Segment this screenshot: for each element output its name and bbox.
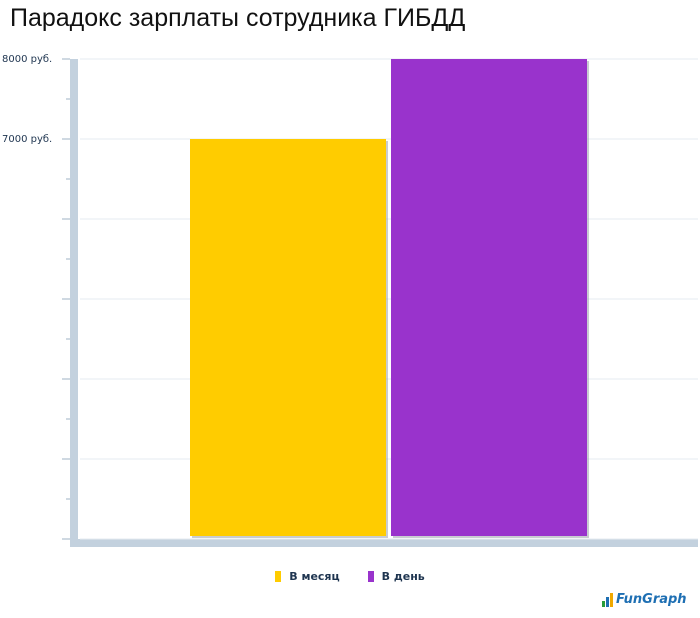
logo-text: FunGraph xyxy=(616,592,687,607)
y-axis-band xyxy=(70,59,78,545)
legend-label-day: В день xyxy=(381,570,425,583)
legend-swatch-month xyxy=(275,571,282,582)
bar-day xyxy=(391,59,587,536)
y-tick-label: 7000 руб. xyxy=(2,134,52,145)
legend-label-month: В месяц xyxy=(289,570,340,583)
chart-title: Парадокс зарплаты сотрудника ГИБДД xyxy=(10,4,466,32)
x-axis-band xyxy=(70,539,698,547)
y-tick-label: 8000 руб. xyxy=(2,54,52,65)
legend-item-day: В день xyxy=(367,570,425,583)
logo-bars-icon xyxy=(602,593,613,607)
bar-month xyxy=(190,139,386,536)
legend-swatch-day xyxy=(367,571,374,582)
legend: В месяц В день xyxy=(0,570,700,583)
fungraph-logo: FunGraph xyxy=(602,592,687,607)
legend-item-month: В месяц xyxy=(275,570,340,583)
